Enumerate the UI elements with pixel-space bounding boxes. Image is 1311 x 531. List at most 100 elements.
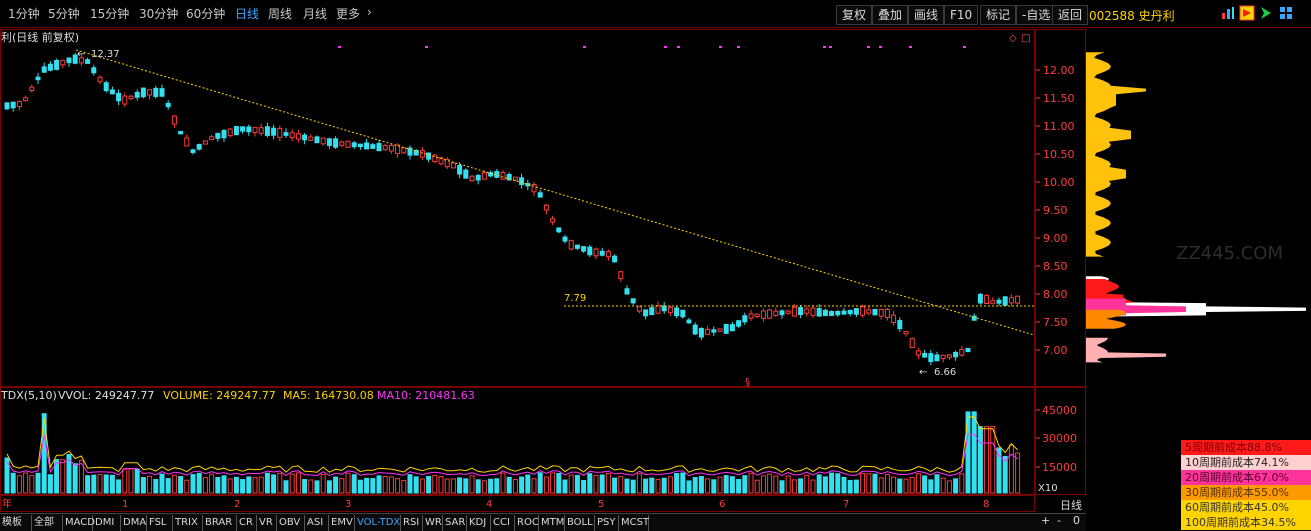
indicator-tab-psy[interactable]: PSY — [595, 515, 619, 531]
candle-body — [97, 76, 103, 83]
period-30min[interactable]: 30分钟 — [139, 7, 179, 21]
candle-body — [147, 89, 153, 96]
period-more[interactable]: 更多 — [336, 7, 361, 21]
period-1min[interactable]: 1分钟 — [8, 7, 40, 21]
volume-bar — [413, 476, 419, 494]
indicator-tab-mcst[interactable]: MCST — [619, 515, 649, 531]
candle-body — [847, 309, 853, 315]
volume-bar — [500, 472, 506, 494]
mark-button[interactable]: 标记 — [980, 5, 1017, 25]
chip-distribution-panel[interactable]: ZZ445.COM — [1086, 29, 1311, 440]
indicator-tab-asi[interactable]: ASI — [305, 515, 329, 531]
indicator-tab-cr[interactable]: CR — [237, 515, 257, 531]
indicator-tab-macd[interactable]: MACD — [63, 515, 95, 531]
volume-bar — [581, 480, 587, 494]
more-arrow-icon[interactable]: › — [367, 5, 372, 19]
volume-bar — [736, 478, 742, 494]
volume-bar — [345, 472, 351, 494]
adjust-rights-button[interactable]: 复权 — [836, 5, 873, 25]
draw-line-button[interactable]: 画线 — [908, 5, 945, 25]
volume-bar — [959, 473, 965, 494]
candle-body — [934, 354, 940, 362]
bar-chart-icon[interactable] — [1220, 5, 1236, 21]
indicator-tab-rsi[interactable]: RSI — [401, 515, 423, 531]
period-15min[interactable]: 15分钟 — [90, 7, 130, 21]
indicator-tab-obv[interactable]: OBV — [277, 515, 305, 531]
trend-line[interactable] — [75, 49, 1034, 336]
candle-body — [91, 67, 97, 74]
indicator-tab-trix[interactable]: TRIX — [173, 515, 203, 531]
volume-bar — [233, 476, 239, 494]
period-5min[interactable]: 5分钟 — [48, 7, 80, 21]
f10-button[interactable]: F10 — [944, 5, 979, 25]
period-monthly[interactable]: 月线 — [303, 7, 328, 21]
zoom-reset-button[interactable]: 0 — [1073, 514, 1080, 527]
chip-lightpink-area — [1086, 337, 1166, 363]
volume-bar — [537, 472, 543, 494]
grid-icon[interactable] — [1278, 5, 1294, 21]
indicator-tab-vol-tdx[interactable]: VOL-TDX — [355, 515, 401, 531]
candle-body — [357, 143, 363, 148]
candle-body — [915, 350, 921, 356]
candlestick-chart[interactable]: 利(日线 前复权) ◇ □ 7.79 ← 12.37 ← 6.66 § — [1, 30, 1034, 386]
diamond-icon[interactable]: ◇ — [1009, 33, 1017, 44]
indicator-tab-dmi[interactable]: DMI — [93, 515, 121, 531]
indicator-tab-vr[interactable]: VR — [257, 515, 277, 531]
indicator-tab-mtm[interactable]: MTM — [539, 515, 565, 531]
indicator-tab-boll[interactable]: BOLL — [565, 515, 595, 531]
volume-bar — [333, 476, 339, 494]
zoom-out-button[interactable]: - — [1057, 514, 1061, 527]
volume-bar — [587, 473, 593, 494]
period-weekly[interactable]: 周线 — [268, 7, 293, 21]
event-marker[interactable]: § — [745, 377, 750, 386]
play-icon[interactable] — [1258, 5, 1274, 21]
legend-ma5: MA5: 164730.08 — [283, 389, 374, 402]
candle-body — [221, 130, 227, 139]
indicator-tab-roc[interactable]: ROC — [515, 515, 539, 531]
chip-legend-item: 30周期前成本55.0% — [1181, 485, 1311, 500]
candle-body — [723, 323, 729, 334]
period-daily[interactable]: 日线 — [235, 7, 260, 21]
back-button[interactable]: 返回 — [1052, 5, 1089, 25]
candle-body — [302, 134, 308, 141]
volume-panel[interactable]: TDX(5,10) VVOL: 249247.77 VOLUME: 249247… — [0, 387, 1035, 495]
candle-body — [612, 255, 618, 263]
candle-body — [810, 307, 816, 316]
price-chart-panel[interactable]: 利(日线 前复权) ◇ □ 7.79 ← 12.37 ← 6.66 § — [0, 29, 1035, 387]
chip-distribution-chart[interactable]: ZZ445.COM — [1086, 29, 1311, 440]
indicator-tab-kdj[interactable]: KDJ — [467, 515, 491, 531]
add-watchlist-button[interactable]: -自选 — [1016, 5, 1057, 25]
candle-body — [72, 54, 78, 64]
volume-bar — [426, 475, 432, 494]
square-icon[interactable]: □ — [1021, 33, 1030, 44]
month-label-5: 5 — [598, 499, 604, 510]
volume-bar — [401, 480, 407, 494]
indicator-tab--[interactable]: 全部 — [32, 515, 63, 531]
indicator-tab--[interactable]: 模板 — [0, 515, 32, 531]
candle-body — [488, 172, 494, 177]
indicator-tab-brar[interactable]: BRAR — [203, 515, 237, 531]
indicator-tab-sar[interactable]: SAR — [443, 515, 467, 531]
volume-axis: 45000 30000 15000 X10 — [1035, 387, 1086, 495]
candle-body — [29, 86, 35, 91]
candle-body — [475, 174, 481, 181]
event-dot — [425, 46, 428, 48]
volume-chart[interactable]: TDX(5,10) VVOL: 249247.77 VOLUME: 249247… — [1, 388, 1034, 494]
candle-body — [159, 88, 165, 97]
candle-body — [438, 157, 444, 165]
volume-bar — [810, 479, 816, 494]
period-60min[interactable]: 60分钟 — [186, 7, 226, 21]
indicator-tab-wr[interactable]: WR — [423, 515, 443, 531]
indicator-tab-cci[interactable]: CCI — [491, 515, 515, 531]
candle-body — [829, 311, 835, 316]
indicator-tab-dma[interactable]: DMA — [121, 515, 147, 531]
legend-indicator: TDX(5,10) — [1, 389, 57, 402]
indicator-tab-fsl[interactable]: FSL — [147, 515, 173, 531]
indicator-tab-emv[interactable]: EMV — [329, 515, 355, 531]
volume-bar — [835, 473, 841, 494]
overlay-button[interactable]: 叠加 — [872, 5, 909, 25]
zoom-in-button[interactable]: + — [1041, 514, 1051, 527]
event-dot — [583, 46, 586, 48]
flag-icon[interactable] — [1239, 5, 1255, 21]
volume-bar — [457, 477, 463, 494]
